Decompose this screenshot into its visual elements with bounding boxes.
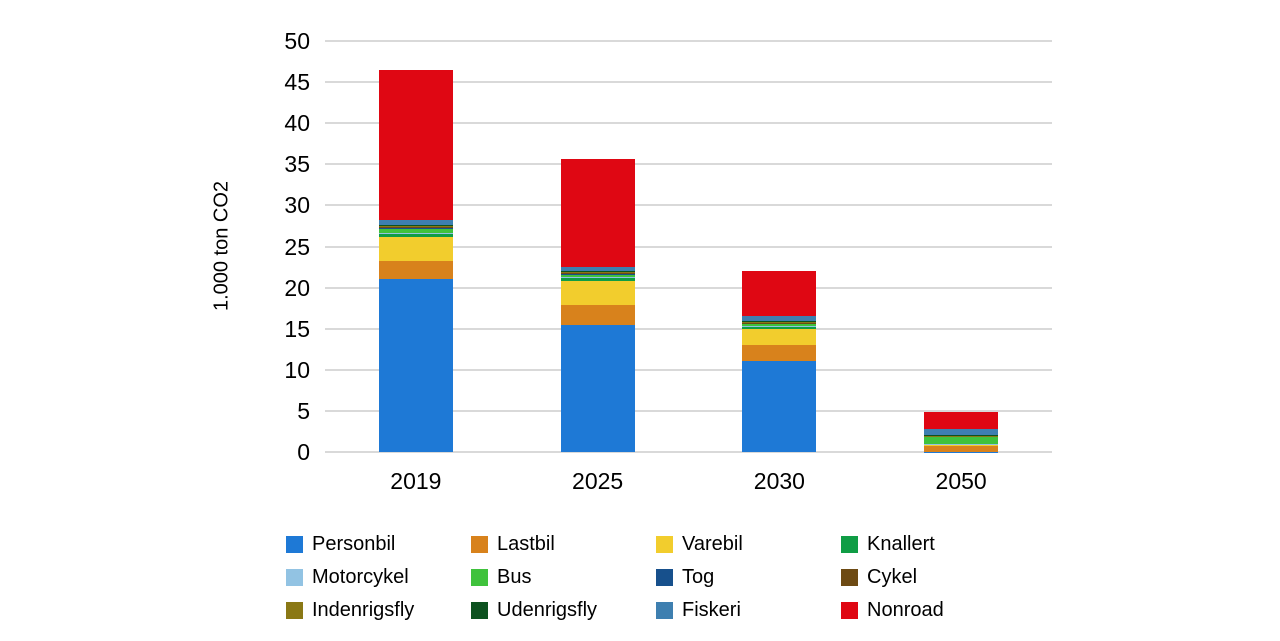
bar-segment-knallert-2025 bbox=[560, 277, 635, 281]
bar-stack-2030 bbox=[742, 41, 817, 452]
bar-segment-varebil-2030 bbox=[742, 328, 817, 346]
bar-segment-varebil-2025 bbox=[560, 280, 635, 305]
gridline-0 bbox=[325, 451, 1052, 453]
y-tick-label-30: 30 bbox=[284, 192, 310, 219]
bar-segment-nonroad-2030 bbox=[742, 270, 817, 317]
y-tick-label-0: 0 bbox=[297, 439, 310, 465]
legend-label-knallert: Knallert bbox=[867, 533, 935, 555]
y-tick-label-15: 15 bbox=[284, 315, 310, 342]
y-tick-label-25: 25 bbox=[284, 233, 310, 260]
legend-label-lastbil: Lastbil bbox=[497, 533, 555, 555]
bar-segment-lastbil-2050 bbox=[924, 445, 999, 452]
bar-segment-nonroad-2019 bbox=[378, 69, 453, 221]
bar-stack-2025 bbox=[560, 41, 635, 452]
legend-label-cykel: Cykel bbox=[867, 566, 918, 588]
bar-segment-indenrigsfly-2019 bbox=[378, 225, 453, 228]
legend-swatch-indenrigsfly bbox=[286, 602, 303, 619]
bar-segment-indenrigsfly-2030 bbox=[742, 321, 817, 323]
legend-label-indenrigsfly: Indenrigsfly bbox=[312, 599, 415, 621]
legend-label-udenrigsfly: Udenrigsfly bbox=[497, 599, 598, 621]
bar-segment-lastbil-2025 bbox=[560, 304, 635, 326]
legend-label-bus: Bus bbox=[497, 566, 532, 588]
bar-segment-bus-2019 bbox=[378, 228, 453, 233]
gridline-10 bbox=[325, 368, 1052, 371]
bar-segment-indenrigsfly-2025 bbox=[560, 271, 635, 274]
bar-segment-fiskeri-2050 bbox=[924, 429, 999, 436]
gridline-5 bbox=[325, 409, 1052, 412]
legend-swatch-nonroad bbox=[841, 602, 858, 619]
legend-item-bus: Bus bbox=[471, 566, 656, 589]
y-tick-label-45: 45 bbox=[284, 69, 310, 96]
bar-segment-bus-2025 bbox=[560, 274, 635, 278]
bar-segment-knallert-2030 bbox=[742, 326, 817, 329]
gridline-45 bbox=[325, 81, 1052, 84]
bar-segment-lastbil-2030 bbox=[742, 345, 817, 362]
gridline-20 bbox=[325, 286, 1052, 289]
legend-swatch-varebil bbox=[656, 536, 673, 553]
y-axis-title: 1.000 ton CO2 bbox=[210, 180, 233, 312]
legend-label-nonroad: Nonroad bbox=[867, 599, 944, 621]
y-tick-label-40: 40 bbox=[284, 110, 310, 137]
bar-segment-knallert-2019 bbox=[378, 232, 453, 238]
legend-swatch-lastbil bbox=[471, 536, 488, 553]
bar-stack-2050 bbox=[924, 41, 999, 452]
legend-item-personbil: Personbil bbox=[286, 533, 471, 556]
legend-item-udenrigsfly: Udenrigsfly bbox=[471, 599, 656, 622]
legend-swatch-personbil bbox=[286, 536, 303, 553]
legend-swatch-cykel bbox=[841, 569, 858, 586]
legend-item-nonroad: Nonroad bbox=[841, 599, 1026, 622]
legend-item-knallert: Knallert bbox=[841, 533, 1026, 556]
legend-item-varebil: Varebil bbox=[656, 533, 841, 556]
legend-item-cykel: Cykel bbox=[841, 566, 1026, 589]
bar-segment-nonroad-2025 bbox=[560, 158, 635, 267]
bar-segment-fiskeri-2025 bbox=[560, 266, 635, 272]
legend-label-varebil: Varebil bbox=[682, 533, 743, 555]
y-tick-label-20: 20 bbox=[284, 274, 310, 301]
legend-item-motorcykel: Motorcykel bbox=[286, 566, 471, 589]
x-axis-label-2019: 2019 bbox=[390, 468, 442, 494]
gridline-30 bbox=[325, 204, 1052, 207]
gridline-35 bbox=[325, 163, 1052, 166]
x-axis-label-2050: 2050 bbox=[935, 468, 987, 494]
gridline-15 bbox=[325, 327, 1052, 330]
bar-segment-fiskeri-2019 bbox=[378, 220, 453, 225]
legend-swatch-udenrigsfly bbox=[471, 602, 488, 619]
bar-segment-nonroad-2050 bbox=[924, 411, 999, 430]
legend-item-tog: Tog bbox=[656, 566, 841, 589]
bar-segment-personbil-2025 bbox=[560, 325, 635, 452]
bar-segment-udenrigsfly-2050 bbox=[924, 435, 999, 436]
bar-segment-bus-2050 bbox=[924, 436, 999, 445]
x-axis-label-2025: 2025 bbox=[572, 468, 624, 494]
legend-swatch-knallert bbox=[841, 536, 858, 553]
bar-segment-bus-2030 bbox=[742, 323, 817, 326]
legend-swatch-motorcykel bbox=[286, 569, 303, 586]
x-axis-label-2030: 2030 bbox=[753, 468, 805, 494]
legend: Personbil Lastbil Varebil Knallert Motorcyke… bbox=[286, 528, 1026, 627]
legend-item-lastbil: Lastbil bbox=[471, 533, 656, 556]
bar-segment-fiskeri-2030 bbox=[742, 316, 817, 321]
legend-swatch-fiskeri bbox=[656, 602, 673, 619]
legend-swatch-bus bbox=[471, 569, 488, 586]
bar-segment-personbil-2030 bbox=[742, 361, 817, 452]
legend-item-fiskeri: Fiskeri bbox=[656, 599, 841, 622]
legend-item-indenrigsfly: Indenrigsfly bbox=[286, 599, 471, 622]
legend-swatch-tog bbox=[656, 569, 673, 586]
y-tick-label-10: 10 bbox=[284, 356, 310, 383]
gridline-40 bbox=[325, 122, 1052, 125]
bar-segment-lastbil-2019 bbox=[378, 261, 453, 280]
y-tick-label-35: 35 bbox=[284, 151, 310, 178]
bar-stack-2019 bbox=[378, 41, 453, 452]
y-tick-label-5: 5 bbox=[297, 397, 310, 424]
bar-segment-personbil-2019 bbox=[378, 279, 453, 452]
y-tick-label-50: 50 bbox=[284, 28, 310, 54]
gridline-25 bbox=[325, 245, 1052, 248]
legend-label-tog: Tog bbox=[682, 566, 715, 588]
bar-segment-varebil-2019 bbox=[378, 237, 453, 262]
legend-label-motorcykel: Motorcykel bbox=[312, 566, 409, 588]
gridline-50 bbox=[325, 40, 1052, 42]
legend-label-personbil: Personbil bbox=[312, 533, 396, 555]
legend-label-fiskeri: Fiskeri bbox=[682, 599, 741, 621]
